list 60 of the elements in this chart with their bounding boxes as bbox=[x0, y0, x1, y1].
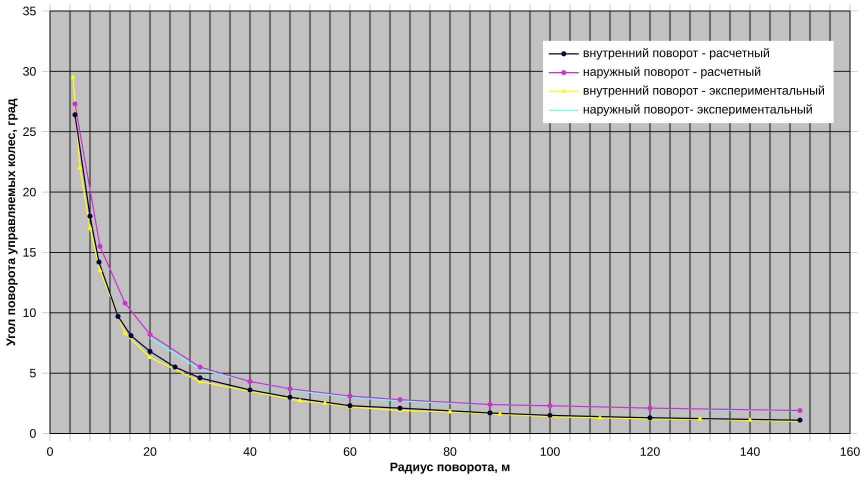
point bbox=[96, 260, 102, 265]
y-tick-label: 10 bbox=[24, 308, 36, 318]
legend-label: наружный поворот- экспериментальный bbox=[584, 104, 812, 116]
y-tick-label: 35 bbox=[23, 6, 36, 16]
point bbox=[347, 394, 353, 399]
point bbox=[172, 364, 178, 370]
point bbox=[647, 406, 653, 411]
point bbox=[97, 244, 103, 249]
x-tick-label: 40 bbox=[243, 447, 256, 456]
point bbox=[122, 300, 128, 306]
y-tick-label: 0 bbox=[30, 429, 36, 438]
point bbox=[88, 226, 92, 230]
point bbox=[397, 397, 403, 402]
x-tick-label: 0 bbox=[47, 447, 53, 456]
point bbox=[448, 409, 452, 414]
y-tick-label: 15 bbox=[24, 248, 36, 257]
point bbox=[72, 101, 78, 106]
y-axis-title: Угол поворота управляемых колес, град bbox=[6, 98, 18, 346]
x-tick-label: 120 bbox=[640, 447, 660, 456]
point bbox=[487, 402, 493, 408]
point bbox=[287, 394, 293, 400]
x-tick-label: 80 bbox=[444, 447, 456, 456]
point bbox=[797, 408, 803, 414]
point bbox=[487, 410, 493, 416]
legend-label: внутренний поворот - расчетный bbox=[584, 48, 769, 60]
point bbox=[547, 403, 553, 408]
point bbox=[115, 314, 121, 319]
point bbox=[128, 333, 134, 338]
point bbox=[122, 330, 128, 335]
x-tick-label: 140 bbox=[740, 447, 760, 456]
point bbox=[498, 412, 502, 416]
y-tick-label: 30 bbox=[23, 67, 36, 76]
point bbox=[197, 364, 203, 370]
point bbox=[698, 416, 702, 421]
x-tick-label: 60 bbox=[344, 447, 356, 456]
y-tick-label: 5 bbox=[30, 368, 36, 378]
point bbox=[322, 400, 328, 405]
point bbox=[147, 348, 153, 354]
x-axis-title: Радиус поворота, м bbox=[390, 462, 510, 474]
point bbox=[147, 332, 153, 338]
point bbox=[287, 386, 293, 392]
legend-label: внутренний поворот - экспериментальный bbox=[584, 86, 824, 98]
y-tick-label: 25 bbox=[23, 127, 36, 136]
point bbox=[78, 165, 82, 170]
x-tick-label: 20 bbox=[144, 447, 156, 456]
point bbox=[148, 354, 152, 360]
x-tick-label: 100 bbox=[540, 447, 560, 456]
point bbox=[98, 268, 102, 272]
point bbox=[298, 398, 302, 402]
point bbox=[247, 379, 253, 384]
point bbox=[397, 406, 403, 411]
point bbox=[197, 375, 203, 381]
point bbox=[72, 112, 78, 118]
x-tick-label: 160 bbox=[840, 447, 860, 456]
y-tick-label: 20 bbox=[23, 188, 36, 196]
point bbox=[598, 415, 602, 420]
point bbox=[70, 74, 76, 79]
legend-label: наружный поворот - расчетный bbox=[584, 66, 760, 78]
point bbox=[748, 418, 752, 422]
point bbox=[87, 214, 93, 219]
